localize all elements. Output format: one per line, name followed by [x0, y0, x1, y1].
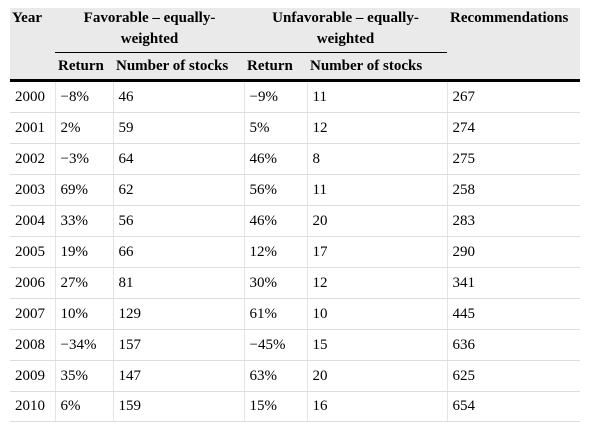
- cell-favorable-number: 66: [112, 236, 244, 268]
- cell-recommendations: 267: [446, 80, 581, 113]
- cell-unfavorable-return: 61%: [243, 298, 307, 330]
- cell-recommendations: 341: [446, 267, 581, 299]
- cell-recommendations: 258: [446, 174, 581, 206]
- cell-unfavorable-return: 5%: [243, 112, 307, 144]
- table-row: 2004 33% 56 46% 20 283: [10, 205, 581, 237]
- cell-favorable-return: 33%: [54, 205, 113, 237]
- cell-favorable-number: 129: [112, 298, 244, 330]
- cell-unfavorable-number: 11: [306, 80, 448, 113]
- cell-recommendations: 290: [446, 236, 581, 268]
- cell-recommendations: 445: [446, 298, 581, 330]
- header-favorable-return: Return: [55, 52, 113, 82]
- table-row: 2000 −8% 46 −9% 11 267: [10, 80, 581, 113]
- cell-year: 2003: [10, 174, 55, 206]
- cell-unfavorable-return: 30%: [243, 267, 307, 299]
- cell-recommendations: 274: [446, 112, 581, 144]
- cell-year: 2009: [10, 360, 55, 392]
- cell-unfavorable-return: 12%: [243, 236, 307, 268]
- cell-recommendations: 654: [446, 391, 581, 422]
- cell-unfavorable-number: 20: [306, 360, 448, 392]
- cell-favorable-number: 56: [112, 205, 244, 237]
- cell-unfavorable-return: 63%: [243, 360, 307, 392]
- cell-favorable-return: 69%: [54, 174, 113, 206]
- cell-year: 2002: [10, 143, 55, 175]
- cell-unfavorable-return: 56%: [243, 174, 307, 206]
- cell-favorable-number: 46: [112, 80, 244, 113]
- cell-favorable-number: 157: [112, 329, 244, 361]
- header-recommendations: Recommendations: [447, 8, 581, 82]
- header-row-groups: Year Favorable – equally-weighted Unfavo…: [10, 8, 581, 82]
- cell-unfavorable-return: 46%: [243, 143, 307, 175]
- table-row: 2002 −3% 64 46% 8 275: [10, 143, 581, 175]
- cell-favorable-return: 19%: [54, 236, 113, 268]
- cell-year: 2006: [10, 267, 55, 299]
- table-row: 2008 −34% 157 −45% 15 636: [10, 329, 581, 361]
- cell-year: 2004: [10, 205, 55, 237]
- table-row: 2001 2% 59 5% 12 274: [10, 112, 581, 144]
- cell-unfavorable-return: 15%: [243, 391, 307, 422]
- cell-unfavorable-return: 46%: [243, 205, 307, 237]
- cell-unfavorable-return: −45%: [243, 329, 307, 361]
- cell-favorable-number: 81: [112, 267, 244, 299]
- cell-unfavorable-number: 16: [306, 391, 448, 422]
- header-favorable-group: Favorable – equally-weighted: [55, 8, 244, 53]
- table-row: 2005 19% 66 12% 17 290: [10, 236, 581, 268]
- cell-favorable-return: −3%: [54, 143, 113, 175]
- cell-year: 2008: [10, 329, 55, 361]
- cell-unfavorable-number: 10: [306, 298, 448, 330]
- header-unfavorable-group: Unfavorable – equally-weighted: [244, 8, 448, 53]
- table-body: 2000 −8% 46 −9% 11 267 2001 2% 59 5% 12 274 2002 −3% 6…: [10, 80, 581, 422]
- cell-recommendations: 283: [446, 205, 581, 237]
- returns-table: Year Favorable – equally-weighted Unfavo…: [10, 8, 581, 422]
- cell-favorable-return: −8%: [54, 80, 113, 113]
- cell-unfavorable-number: 8: [306, 143, 448, 175]
- header-unfavorable-number: Number of stocks: [307, 52, 448, 82]
- cell-unfavorable-number: 15: [306, 329, 448, 361]
- cell-favorable-number: 64: [112, 143, 244, 175]
- cell-favorable-return: 27%: [54, 267, 113, 299]
- cell-unfavorable-number: 12: [306, 112, 448, 144]
- cell-unfavorable-number: 17: [306, 236, 448, 268]
- table-row: 2006 27% 81 30% 12 341: [10, 267, 581, 299]
- table-row: 2010 6% 159 15% 16 654: [10, 391, 581, 422]
- header-favorable-number: Number of stocks: [113, 52, 244, 82]
- cell-favorable-number: 62: [112, 174, 244, 206]
- cell-year: 2000: [10, 80, 55, 113]
- header-row-subcolumns: Return Number of stocks Return Number of…: [10, 52, 580, 82]
- header-year: Year: [10, 8, 55, 82]
- cell-unfavorable-number: 11: [306, 174, 448, 206]
- cell-favorable-return: 35%: [54, 360, 113, 392]
- cell-favorable-return: 10%: [54, 298, 113, 330]
- cell-favorable-return: 6%: [54, 391, 113, 422]
- cell-year: 2005: [10, 236, 55, 268]
- cell-year: 2001: [10, 112, 55, 144]
- table-row: 2003 69% 62 56% 11 258: [10, 174, 581, 206]
- cell-favorable-number: 59: [112, 112, 244, 144]
- cell-year: 2007: [10, 298, 55, 330]
- cell-favorable-return: 2%: [54, 112, 113, 144]
- cell-recommendations: 275: [446, 143, 581, 175]
- cell-unfavorable-number: 20: [306, 205, 448, 237]
- table-row: 2007 10% 129 61% 10 445: [10, 298, 581, 330]
- table-header: Year Favorable – equally-weighted Unfavo…: [10, 8, 581, 82]
- cell-unfavorable-return: −9%: [243, 80, 307, 113]
- cell-favorable-return: −34%: [54, 329, 113, 361]
- cell-year: 2010: [10, 391, 55, 422]
- cell-recommendations: 625: [446, 360, 581, 392]
- cell-favorable-number: 159: [112, 391, 244, 422]
- cell-favorable-number: 147: [112, 360, 244, 392]
- header-unfavorable-return: Return: [244, 52, 307, 82]
- cell-unfavorable-number: 12: [306, 267, 448, 299]
- table-row: 2009 35% 147 63% 20 625: [10, 360, 581, 392]
- cell-recommendations: 636: [446, 329, 581, 361]
